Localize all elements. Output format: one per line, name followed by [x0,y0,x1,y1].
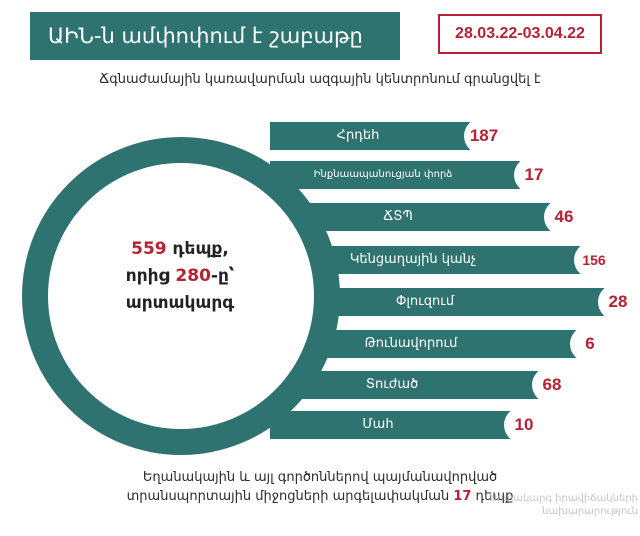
subtitle: Ճգնաժամային կառավարման ազգային կենտրոնու… [99,72,541,87]
incident-label: Հրդեհ [336,128,380,143]
incident-row-traffic-accident: ՃՏՊ 46 [270,198,584,236]
blocked-vehicles-count: 17 [453,489,472,504]
incident-label: Տուժած [365,377,419,392]
incident-row-household-call: Կենցաղային կանչ 156 [270,241,614,279]
incident-label: Փլուզում [395,294,455,309]
summary-category: արտակարգ [125,293,235,313]
page-title: ԱԻՆ-ն ամփոփում է շաբաթը [30,12,400,60]
incident-value: 10 [504,406,544,444]
summary-ring-inner [48,163,314,429]
incident-label: ՃՏՊ [383,209,413,224]
incident-row-collapse: Փլուզում 28 [270,283,638,321]
date-range-badge: 28.03.22-03.04.22 [438,14,602,54]
emergency-count: 280 [175,266,211,286]
footer-note: Եղանակային և այլ գործոններով պայմանավորվ… [126,470,514,504]
total-count: 559 [131,239,167,259]
incident-value: 46 [544,198,584,236]
incident-row-poisoning: Թունավորում 6 [270,325,610,363]
incident-value: 17 [514,156,554,194]
incident-value: 28 [598,283,638,321]
watermark: Արտակարգ իրավիճակների նախարարություն [489,493,638,517]
incident-label: Կենցաղային կանչ [349,252,477,267]
incident-value: 68 [532,366,572,404]
incident-value: 6 [570,325,610,363]
summary-text: 559 դեպք, որից 280-ը՝ արտակարգ [80,236,280,317]
incident-row-death: Մահ 10 [270,406,544,444]
incident-value: 187 [464,117,504,155]
incident-label: Ինքնաապանուցյան փորձ [313,169,453,180]
incident-row-suicide-attempt: Ինքնաապանուցյան փորձ 17 [270,156,554,194]
incident-label: Մահ [362,417,394,432]
incident-row-injured: Տուժած 68 [270,366,572,404]
incident-value: 156 [574,241,614,279]
incident-row-fire: Հրդեհ 187 [270,117,504,155]
incident-label: Թունավորում [364,336,458,351]
